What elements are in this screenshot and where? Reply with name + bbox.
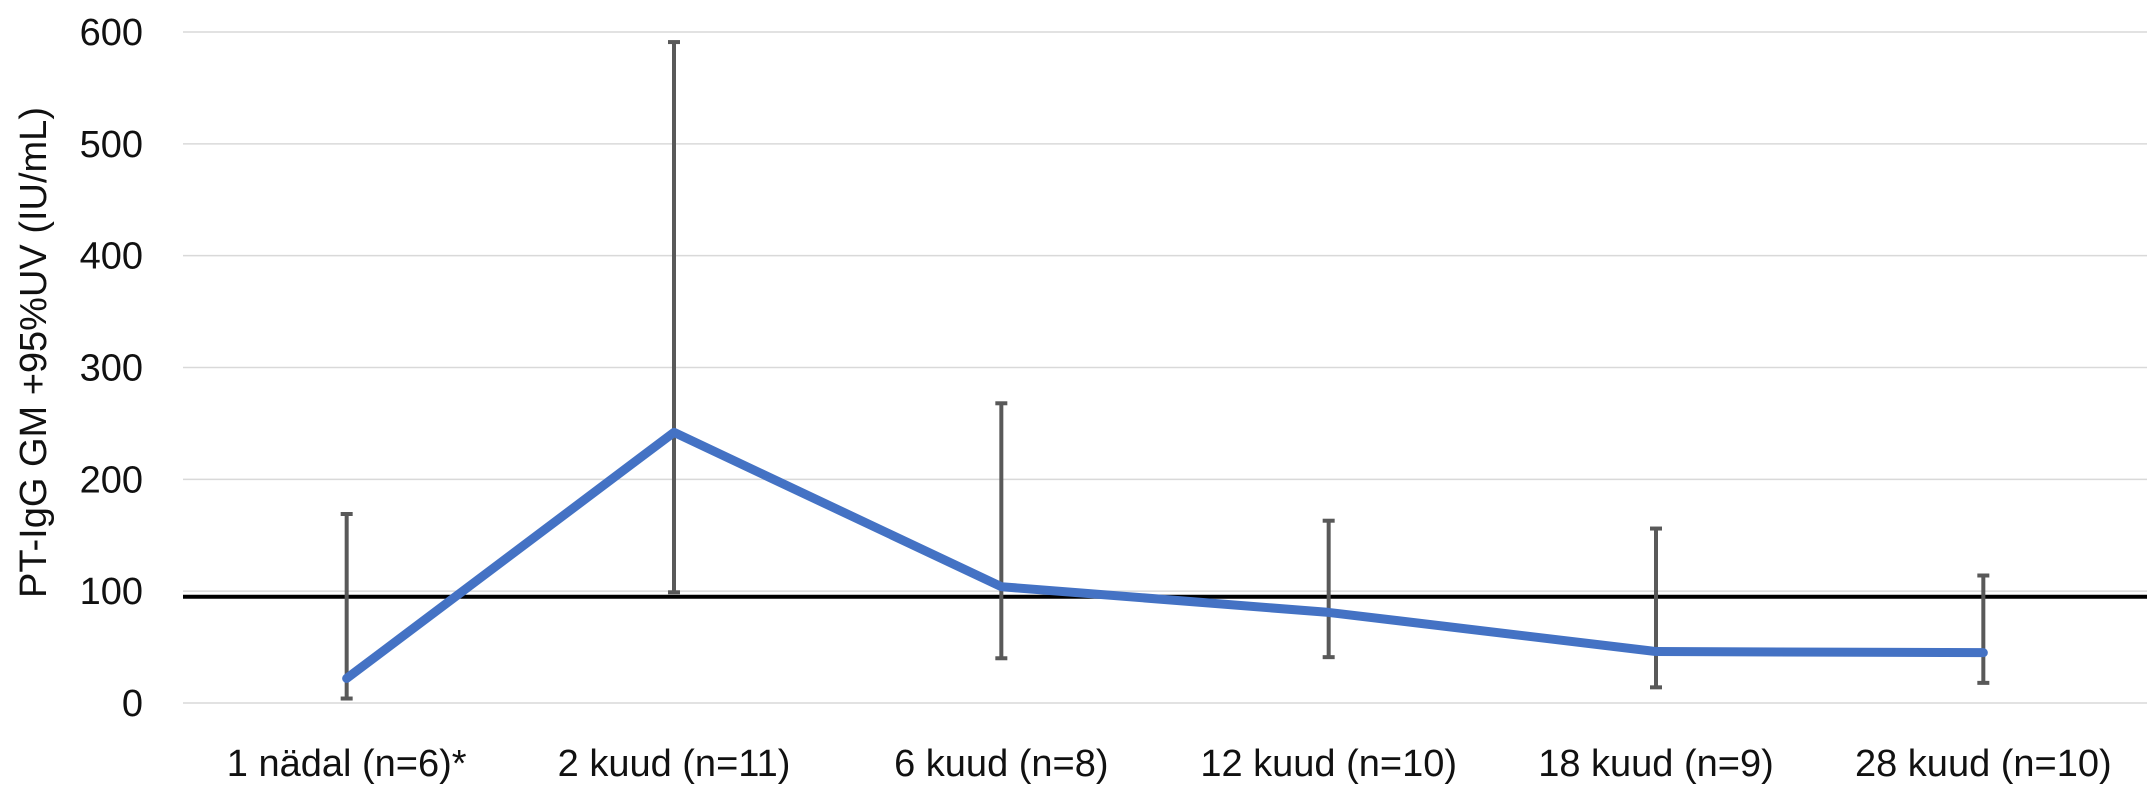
x-tick-label: 1 nädal (n=6)* (227, 743, 467, 785)
y-tick-label: 0 (122, 683, 143, 725)
data-point (1979, 648, 1988, 657)
y-tick-label: 600 (80, 12, 143, 54)
y-tick-label: 300 (80, 348, 143, 390)
y-axis-title: PT-IgG GM +95%UV (IU/mL) (13, 107, 55, 598)
error-bars (340, 40, 1990, 701)
x-tick-label: 18 kuud (n=9) (1538, 743, 1774, 785)
x-tick-label: 28 kuud (n=10) (1855, 743, 2112, 785)
x-tick-labels: 1 nädal (n=6)* 2 kuud (n=11) 6 kuud (n=8) 1… (227, 743, 2112, 785)
y-tick-labels: 0 100 200 300 400 500 600 (80, 12, 143, 725)
y-tick-label: 200 (80, 459, 143, 501)
data-point (1652, 647, 1660, 656)
series-line (342, 427, 1988, 683)
y-tick-label: 400 (80, 236, 143, 278)
y-tick-label: 100 (80, 571, 143, 613)
data-point (342, 674, 351, 683)
gridlines (183, 31, 2147, 704)
series-line-group (342, 427, 1988, 683)
data-point (1324, 608, 1333, 617)
data-point (997, 582, 1006, 591)
x-tick-label: 2 kuud (n=11) (558, 743, 791, 785)
x-tick-label: 6 kuud (n=8) (894, 743, 1108, 785)
data-point (670, 428, 678, 437)
x-tick-label: 12 kuud (n=10) (1200, 743, 1457, 785)
y-tick-label: 500 (80, 124, 143, 166)
